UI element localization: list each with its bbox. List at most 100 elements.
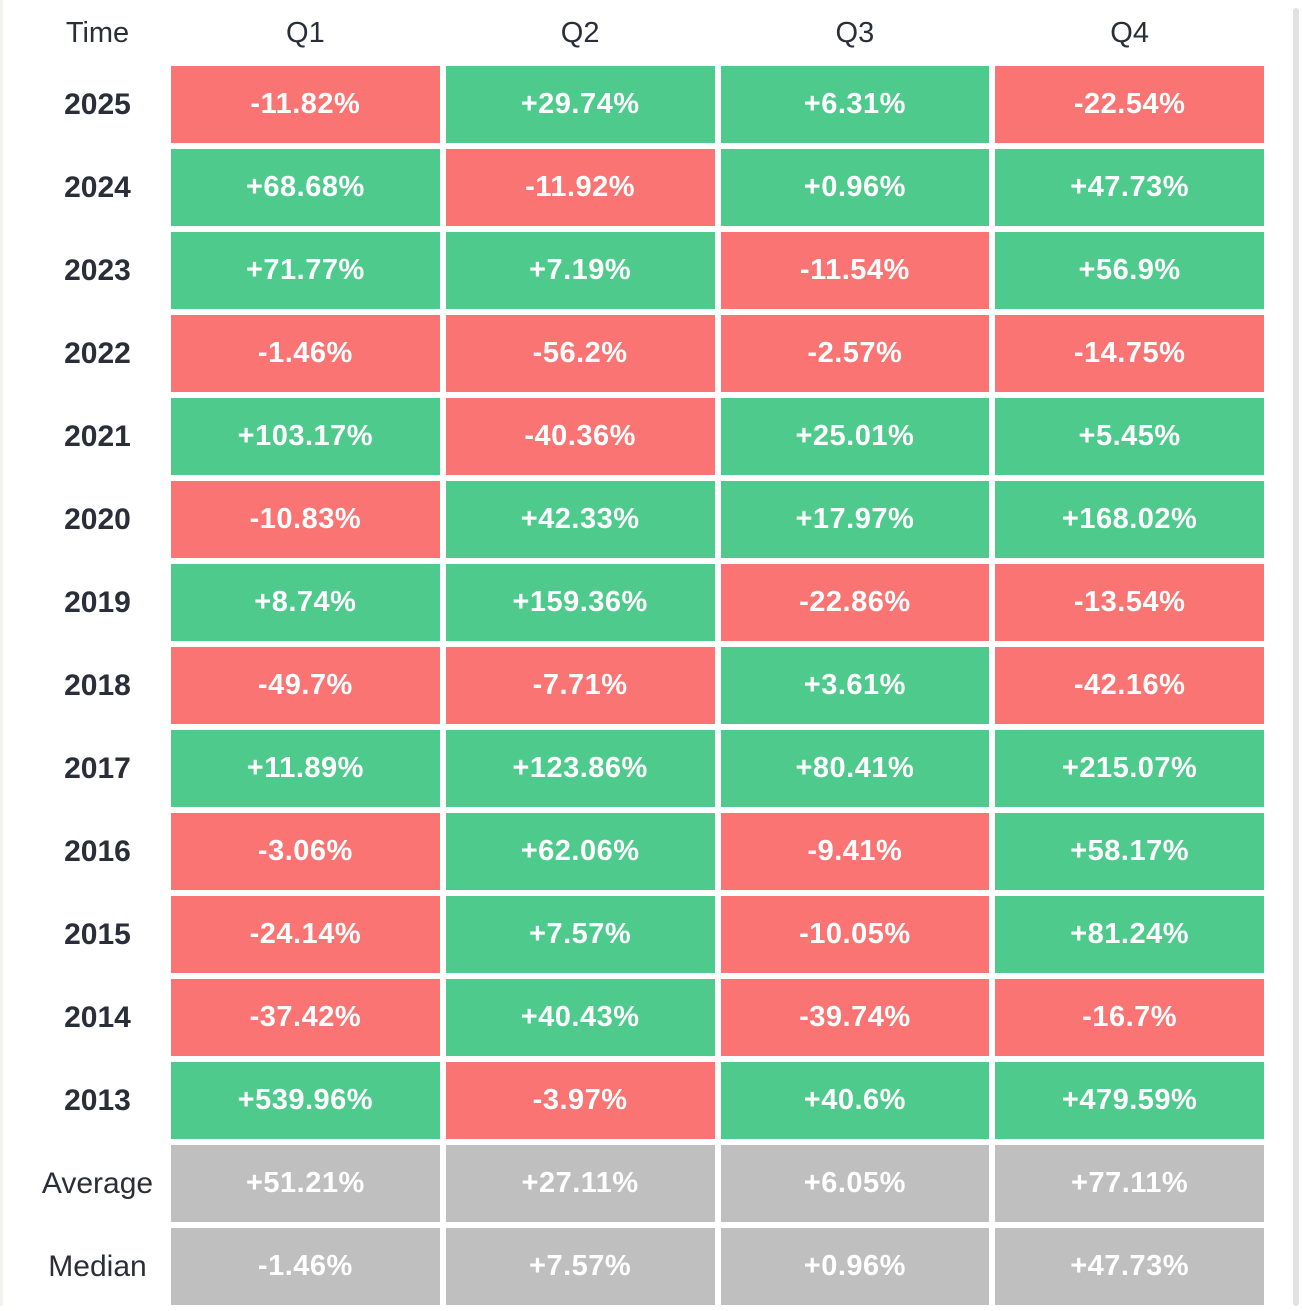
table-cell: +6.31% [720, 66, 990, 143]
table-cell: +11.89% [171, 730, 440, 807]
table-cell: -22.54% [995, 66, 1264, 143]
table-cell: +7.57% [445, 896, 715, 973]
table-cell: +47.73% [995, 1228, 1264, 1305]
table-cell: +77.11% [995, 1145, 1264, 1222]
column-header-time: Time [65, 16, 130, 49]
column-header-q4: Q4 [1110, 16, 1149, 49]
table-cell: +6.05% [720, 1145, 990, 1222]
table-cell: +3.61% [720, 647, 990, 724]
row-label: 2018 [64, 668, 131, 702]
table-cell: +27.11% [445, 1145, 715, 1222]
row-label: 2025 [64, 87, 131, 121]
table-cell: -39.74% [720, 979, 990, 1056]
table-cell: +29.74% [445, 66, 715, 143]
row-label: 2017 [64, 751, 131, 785]
row-label: 2022 [64, 336, 131, 370]
table-cell: -11.54% [720, 232, 990, 309]
page-left-edge [0, 0, 3, 1306]
table-cell: -13.54% [995, 564, 1264, 641]
table-cell: -10.05% [720, 896, 990, 973]
table-cell: -11.92% [445, 149, 715, 226]
table-cell: +25.01% [720, 398, 990, 475]
table-cell: +58.17% [995, 813, 1264, 890]
vertical-scrollbar[interactable] [1293, 8, 1299, 1306]
table-cell: -49.7% [171, 647, 440, 724]
table-row: 2023 +71.77% +7.19% -11.54% +56.9% [0, 232, 1264, 309]
table-row: 2022 -1.46% -56.2% -2.57% -14.75% [0, 315, 1264, 392]
row-label: 2020 [64, 502, 131, 536]
table-cell: +80.41% [720, 730, 990, 807]
table-cell: -24.14% [171, 896, 440, 973]
table-cell: +539.96% [171, 1062, 440, 1139]
table-row: 2016 -3.06% +62.06% -9.41% +58.17% [0, 813, 1264, 890]
table-cell: -1.46% [171, 315, 440, 392]
table-cell: +42.33% [445, 481, 715, 558]
table-cell: +0.96% [720, 1228, 990, 1305]
table-row: 2018 -49.7% -7.71% +3.61% -42.16% [0, 647, 1264, 724]
column-header-q3: Q3 [835, 16, 875, 49]
table-row: 2025 -11.82% +29.74% +6.31% -22.54% [0, 66, 1264, 143]
table-header-row: Time Q1 Q2 Q3 Q4 [0, 0, 1264, 66]
table-cell: -56.2% [445, 315, 715, 392]
table-cell: +7.57% [445, 1228, 715, 1305]
table-row: 2017 +11.89% +123.86% +80.41% +215.07% [0, 730, 1264, 807]
table-row: 2015 -24.14% +7.57% -10.05% +81.24% [0, 896, 1264, 973]
table-cell: +62.06% [445, 813, 715, 890]
table-cell: +56.9% [995, 232, 1264, 309]
table-row: 2014 -37.42% +40.43% -39.74% -16.7% [0, 979, 1264, 1056]
table-cell: +7.19% [445, 232, 715, 309]
table-cell: +103.17% [171, 398, 440, 475]
row-label: 2023 [64, 253, 131, 287]
table-row: 2024 +68.68% -11.92% +0.96% +47.73% [0, 149, 1264, 226]
table-cell: +40.43% [445, 979, 715, 1056]
table-cell: +68.68% [171, 149, 440, 226]
row-label: 2019 [64, 585, 131, 619]
table-cell: +479.59% [995, 1062, 1264, 1139]
table-row: Average +51.21% +27.11% +6.05% +77.11% [0, 1145, 1264, 1222]
row-label: 2016 [64, 834, 131, 868]
table-cell: -11.82% [171, 66, 440, 143]
table-cell: -37.42% [171, 979, 440, 1056]
table-cell: +17.97% [720, 481, 990, 558]
table-cell: -14.75% [995, 315, 1264, 392]
table-cell: +123.86% [445, 730, 715, 807]
column-header-q1: Q1 [286, 16, 325, 49]
row-label: 2015 [64, 917, 131, 951]
table-cell: +8.74% [171, 564, 440, 641]
table-cell: -9.41% [720, 813, 990, 890]
table-cell: -2.57% [720, 315, 990, 392]
table-cell: +159.36% [445, 564, 715, 641]
row-label: 2014 [64, 1000, 131, 1034]
table-cell: +47.73% [995, 149, 1264, 226]
row-label: 2013 [64, 1083, 131, 1117]
row-label: 2021 [64, 419, 131, 453]
table-cell: +168.02% [995, 481, 1264, 558]
table-cell: -42.16% [995, 647, 1264, 724]
seasonality-table: Time Q1 Q2 Q3 Q4 2025 -11.82% +29.74% +6… [0, 0, 1264, 1305]
table-cell: -10.83% [171, 481, 440, 558]
column-header-q2: Q2 [560, 16, 600, 49]
table-cell: -7.71% [445, 647, 715, 724]
table-cell: -40.36% [445, 398, 715, 475]
table-cell: -16.7% [995, 979, 1264, 1056]
table-row: 2020 -10.83% +42.33% +17.97% +168.02% [0, 481, 1264, 558]
table-cell: +51.21% [171, 1145, 440, 1222]
table-row: 2019 +8.74% +159.36% -22.86% -13.54% [0, 564, 1264, 641]
table-row: Median -1.46% +7.57% +0.96% +47.73% [0, 1228, 1264, 1305]
row-label: Average [41, 1166, 154, 1200]
table-cell: +40.6% [720, 1062, 990, 1139]
table-cell: +215.07% [995, 730, 1264, 807]
table-cell: +81.24% [995, 896, 1264, 973]
table-row: 2013 +539.96% -3.97% +40.6% +479.59% [0, 1062, 1264, 1139]
table-cell: +0.96% [720, 149, 990, 226]
table-row: 2021 +103.17% -40.36% +25.01% +5.45% [0, 398, 1264, 475]
table-cell: -3.06% [171, 813, 440, 890]
table-cell: -1.46% [171, 1228, 440, 1305]
row-label: Median [48, 1249, 147, 1283]
table-cell: +5.45% [995, 398, 1264, 475]
table-body: 2025 -11.82% +29.74% +6.31% -22.54% 2024… [0, 66, 1264, 1305]
row-label: 2024 [64, 170, 131, 204]
table-cell: +71.77% [171, 232, 440, 309]
table-cell: -22.86% [720, 564, 990, 641]
